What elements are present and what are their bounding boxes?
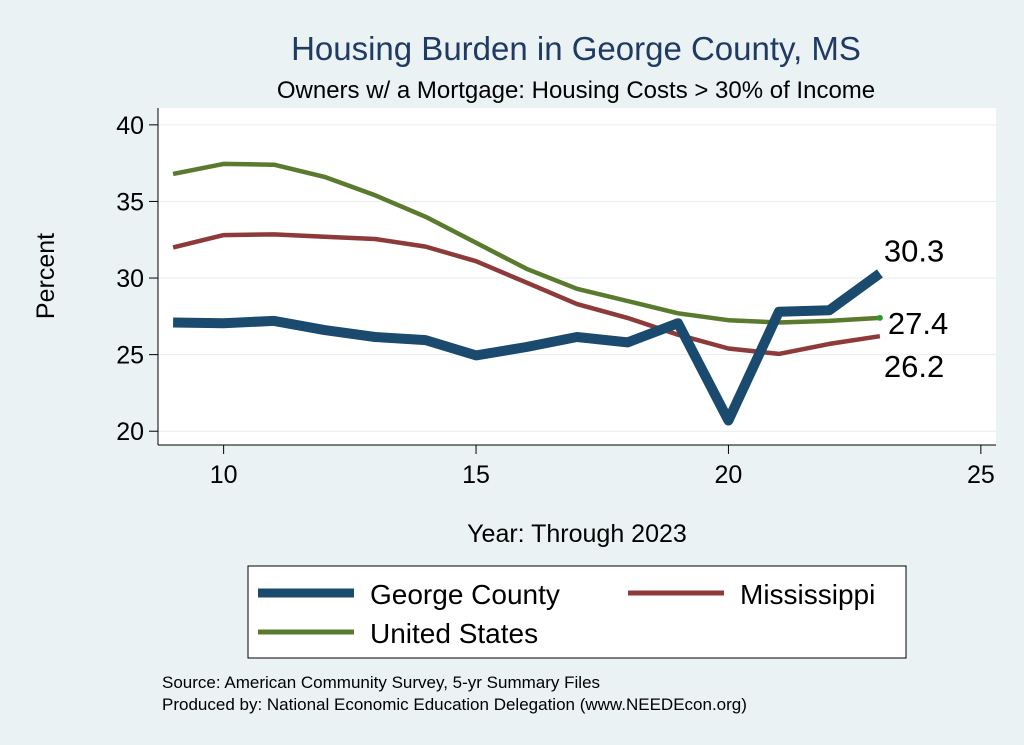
end-point-united-states (876, 314, 883, 321)
series-line-united-states (172, 161, 881, 325)
chart-title: Housing Burden in George County, MS (291, 30, 861, 67)
end-label-united-states: 27.4 (888, 306, 948, 341)
x-axis-ticks: 10 15 20 25 (210, 445, 995, 489)
legend-label-mississippi: Mississippi (740, 579, 875, 610)
end-labels: 30.3 26.2 27.4 (876, 233, 948, 384)
chart-subtitle: Owners w/ a Mortgage: Housing Costs > 30… (277, 77, 875, 104)
plot-area (158, 108, 996, 445)
legend: George County Mississippi United States (247, 565, 907, 659)
grid-lines (158, 124, 996, 432)
legend-label-george-county: George County (370, 579, 560, 610)
x-tick-label-25: 25 (967, 461, 995, 489)
end-label-george-county: 30.3 (884, 233, 944, 268)
y-tick-label-25: 25 (116, 342, 144, 370)
y-axis-ticks: 20 25 30 35 40 (116, 112, 158, 446)
x-axis-label: Year: Through 2023 (467, 520, 687, 548)
series-line-george-county (173, 269, 883, 426)
y-tick-label-20: 20 (116, 418, 144, 446)
y-axis-label: Percent (32, 233, 60, 319)
source-note: Source: American Community Survey, 5-yr … (162, 673, 600, 692)
legend-label-united-states: United States (370, 618, 538, 649)
y-tick-label-30: 30 (116, 265, 144, 293)
end-label-mississippi: 26.2 (884, 349, 944, 384)
x-tick-label-15: 15 (462, 461, 490, 489)
produced-by-note: Produced by: National Economic Education… (162, 695, 747, 714)
legend-box (247, 565, 907, 659)
series-layer (172, 161, 883, 426)
x-tick-label-20: 20 (715, 461, 743, 489)
x-tick-label-10: 10 (210, 461, 238, 489)
y-tick-label-40: 40 (116, 112, 144, 140)
y-tick-label-35: 35 (116, 188, 144, 216)
